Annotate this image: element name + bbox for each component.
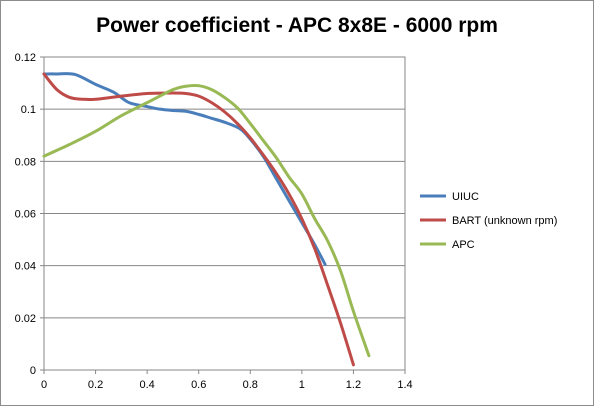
x-tick-label: 0.8 (243, 379, 258, 391)
x-tick-label: 1 (299, 379, 305, 391)
series-line-apc (42, 83, 371, 358)
tick-labels: 0 0.02 0.04 0.06 0.08 0.1 0.12 0 0.2 0.4 0.6 0.8 1 1.… (15, 52, 413, 391)
y-tick-label: 0 (30, 365, 36, 377)
x-tick-label: 1.2 (346, 379, 361, 391)
x-tick-label: 0.2 (88, 379, 103, 391)
x-tick-label: 0 (41, 379, 47, 391)
axes (40, 56, 406, 374)
y-tick-label: 0.12 (15, 52, 36, 64)
plot-area-border (43, 56, 406, 371)
chart-title: Power coefficient - APC 8x8E - 6000 rpm (96, 14, 498, 37)
y-tick-label: 0.08 (15, 156, 36, 168)
y-tick-label: 0.06 (15, 209, 36, 221)
legend-label: UIUC (452, 191, 479, 203)
y-tick-label: 0.02 (15, 313, 36, 325)
y-tick-label: 0.1 (21, 104, 36, 116)
x-tick-label: 0.4 (139, 379, 154, 391)
legend: UIUC BART (unknown rpm) APC (420, 191, 557, 251)
legend-label: APC (452, 239, 475, 251)
legend-label: BART (unknown rpm) (452, 215, 557, 227)
series-line-bart-unknown-rpm (42, 72, 355, 367)
x-tick-label: 0.6 (191, 379, 206, 391)
series-line-uiuc (42, 72, 327, 266)
y-tick-label: 0.04 (15, 261, 36, 273)
x-tick-label: 1.4 (397, 379, 412, 391)
series-lines (42, 72, 371, 367)
